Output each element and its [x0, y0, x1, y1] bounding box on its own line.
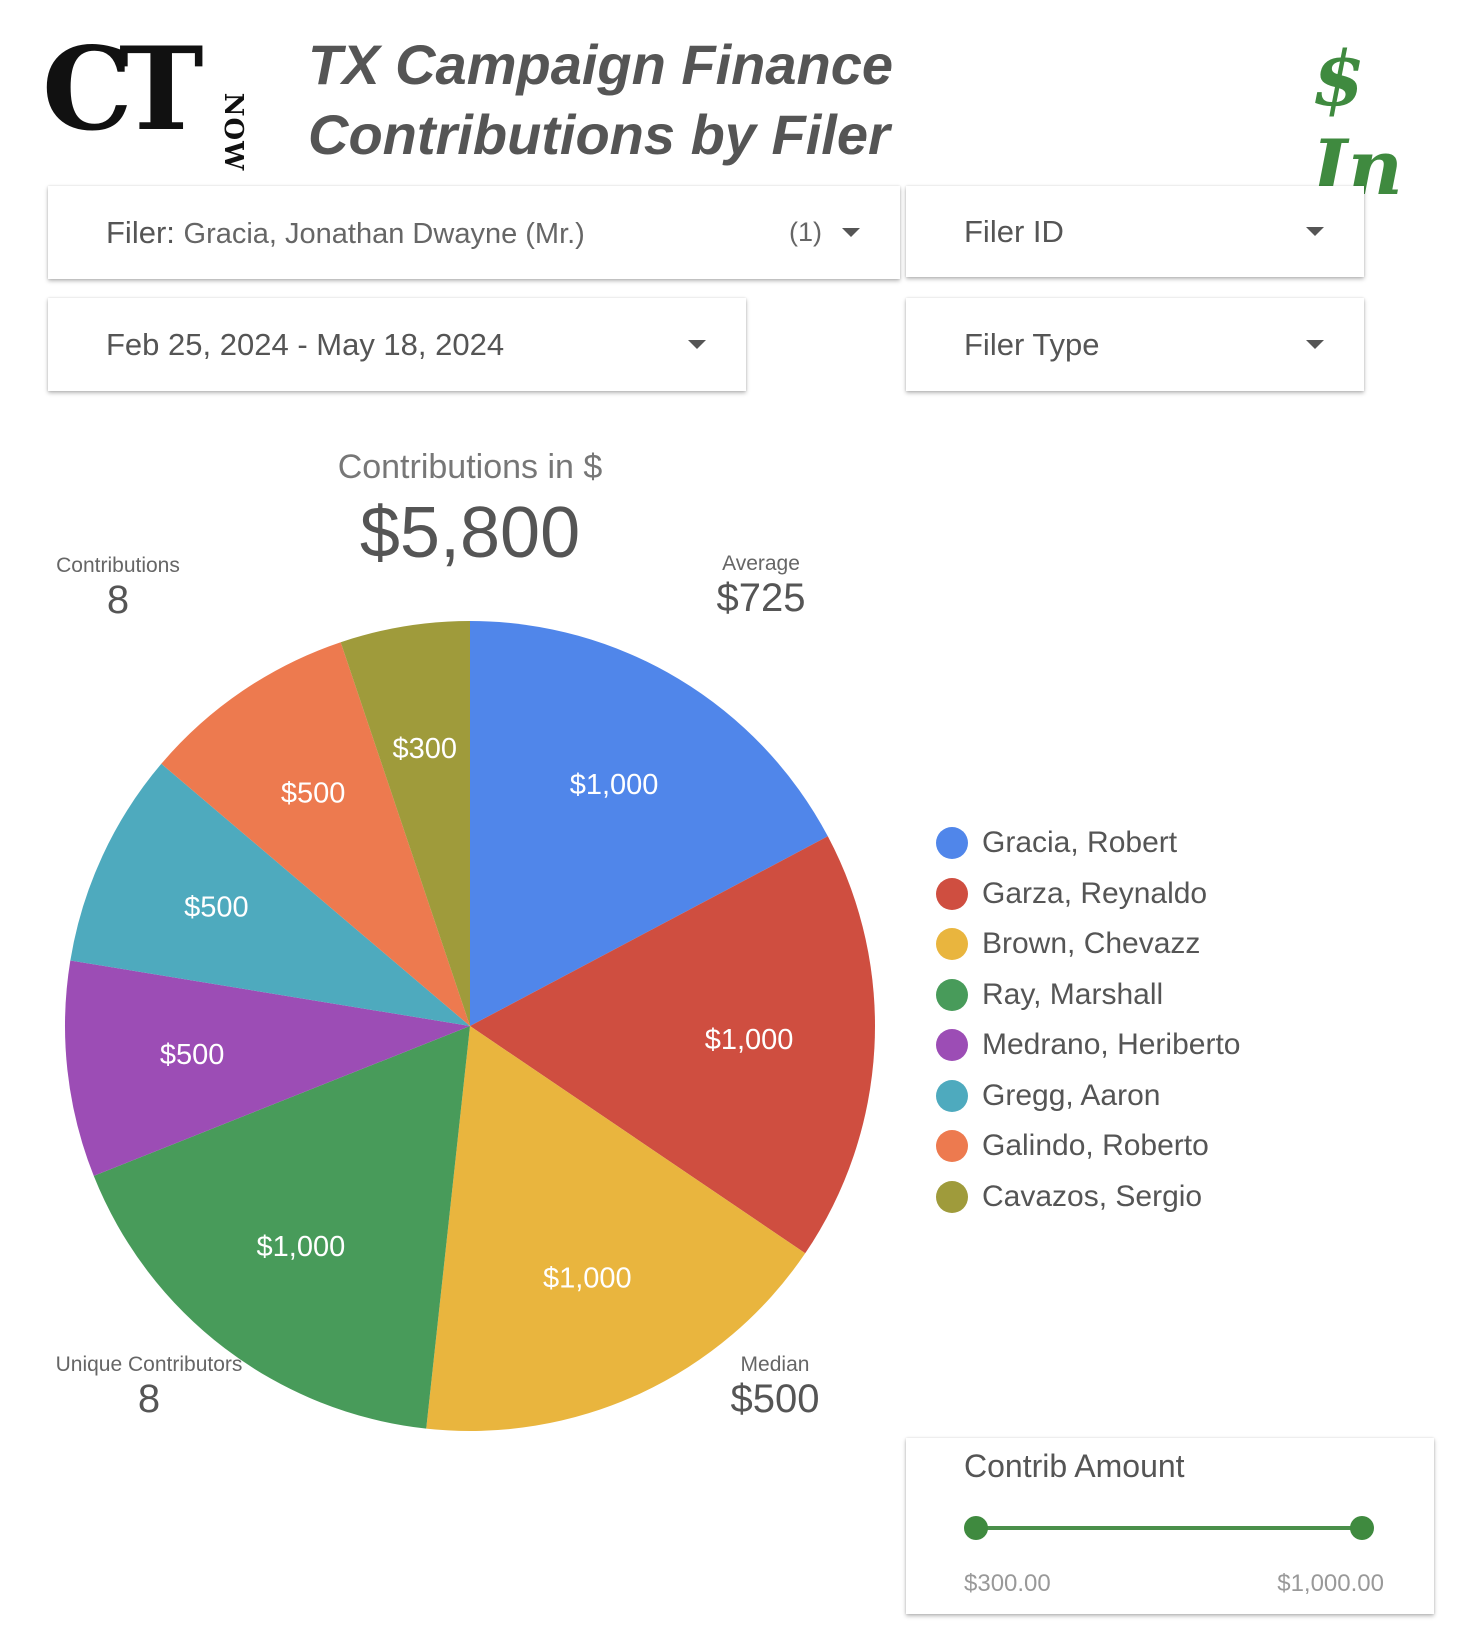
average-value: $725	[716, 576, 806, 620]
legend-label: Gracia, Robert	[982, 826, 1178, 860]
slider-min-handle[interactable]	[964, 1516, 988, 1540]
page-title: TX Campaign Finance Contributions by Fil…	[308, 33, 893, 166]
pie-slice-label: $1,000	[257, 1231, 346, 1263]
slider-title: Contrib Amount	[964, 1448, 1185, 1484]
pie-slice-label: $500	[184, 891, 249, 923]
pie-slice-label: $1,000	[543, 1262, 632, 1294]
contributions-scorecard: Contributions 8	[20, 554, 216, 623]
legend-label: Cavazos, Sergio	[982, 1179, 1203, 1213]
contributions-value: 8	[106, 578, 130, 622]
legend-swatch	[936, 978, 968, 1011]
pie-slice[interactable]	[470, 836, 876, 1254]
pie-slice-label: $300	[393, 733, 458, 765]
median-scorecard: Median $500	[690, 1353, 860, 1422]
logo-letters: CT	[42, 22, 204, 156]
legend-swatch	[936, 1079, 968, 1112]
filer-filter-value: Gracia, Jonathan Dwayne (Mr.)	[183, 217, 585, 250]
slider-track[interactable]	[964, 1516, 1374, 1540]
legend-item[interactable]: Brown, Chevazz	[936, 919, 1240, 970]
pie-legend: Gracia, Robert Garza, Reynaldo Brown, Chev…	[936, 818, 1240, 1222]
legend-item[interactable]: Ray, Marshall	[936, 970, 1240, 1021]
average-scorecard: Average $725	[676, 552, 846, 621]
legend-swatch	[936, 928, 968, 961]
pie-slice-label: $500	[160, 1039, 225, 1071]
total-contributions-label: Contributions in $	[337, 448, 603, 486]
filer-id-label: Filer ID	[964, 213, 1064, 249]
legend-label: Medrano, Heriberto	[982, 1028, 1241, 1062]
date-range-picker[interactable]: Feb 25, 2024 - May 18, 2024	[48, 298, 746, 391]
legend-item[interactable]: Gracia, Robert	[936, 818, 1240, 869]
slider-max-handle[interactable]	[1350, 1516, 1374, 1540]
pie-slice-label: $500	[281, 777, 346, 809]
legend-label: Brown, Chevazz	[982, 927, 1201, 961]
unique-contributors-scorecard: Unique Contributors 8	[34, 1353, 264, 1422]
pie-slice[interactable]	[93, 1026, 470, 1429]
median-label: Median	[740, 1353, 810, 1376]
legend-swatch	[936, 827, 968, 860]
filer-id-dropdown[interactable]: Filer ID	[906, 186, 1364, 277]
contributions-label: Contributions	[56, 554, 180, 577]
filer-type-dropdown[interactable]: Filer Type	[906, 298, 1364, 391]
filer-filter-count: (1)	[789, 217, 822, 247]
pie-slice[interactable]	[426, 1026, 806, 1431]
contrib-amount-slider-card: Contrib Amount $300.00 $1,000.00	[906, 1438, 1434, 1614]
legend-item[interactable]: Medrano, Heriberto	[936, 1020, 1240, 1071]
legend-swatch	[936, 1029, 968, 1062]
legend-label: Ray, Marshall	[982, 977, 1164, 1011]
legend-label: Gregg, Aaron	[982, 1078, 1161, 1112]
filer-type-label: Filer Type	[964, 326, 1100, 362]
legend-item[interactable]: Gregg, Aaron	[936, 1071, 1240, 1122]
date-range-value: Feb 25, 2024 - May 18, 2024	[106, 326, 505, 362]
filer-filter-label: Filer	[106, 214, 167, 250]
legend-item[interactable]: Cavazos, Sergio	[936, 1172, 1240, 1223]
chevron-down-icon	[842, 228, 860, 237]
legend-label: Galindo, Roberto	[982, 1129, 1209, 1163]
legend-label: Garza, Reynaldo	[982, 876, 1208, 910]
pie-slice-label: $1,000	[570, 769, 659, 801]
median-value: $500	[730, 1377, 820, 1421]
pie-slice[interactable]	[470, 621, 828, 1026]
legend-item[interactable]: Garza, Reynaldo	[936, 869, 1240, 920]
unique-contributors-value: 8	[137, 1377, 161, 1421]
ct-now-logo: CT NOW	[42, 32, 272, 171]
pie-slice[interactable]	[64, 960, 470, 1176]
legend-swatch	[936, 1130, 968, 1163]
pie-slice[interactable]	[340, 621, 470, 1026]
pie-slice-label: $1,000	[705, 1024, 794, 1056]
pie-slice[interactable]	[161, 642, 470, 1026]
filer-filter-dropdown[interactable]: Filer: Gracia, Jonathan Dwayne (Mr.) (1)	[48, 186, 900, 279]
slider-min-label: $300.00	[964, 1570, 1051, 1597]
slider-max-label: $1,000.00	[1277, 1570, 1384, 1597]
chevron-down-icon	[1306, 340, 1324, 349]
chevron-down-icon	[688, 340, 706, 349]
average-label: Average	[722, 552, 800, 575]
contributions-pie-chart: $1,000 $1,000 $1,000 $1,000 $500 $500 $500 $300	[64, 621, 876, 1431]
chevron-down-icon	[1306, 227, 1324, 236]
pie-slice[interactable]	[70, 763, 470, 1026]
legend-swatch	[936, 877, 968, 910]
legend-swatch	[936, 1180, 968, 1213]
logo-sub: NOW	[218, 92, 248, 172]
legend-item[interactable]: Galindo, Roberto	[936, 1121, 1240, 1172]
unique-contributors-label: Unique Contributors	[55, 1353, 243, 1376]
total-contributions-value: $5,800	[359, 493, 581, 573]
slider-range-fill	[976, 1526, 1362, 1530]
